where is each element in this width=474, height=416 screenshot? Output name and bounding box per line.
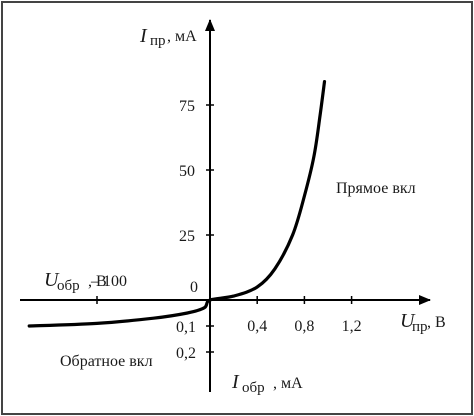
y-tick-label: 50	[179, 163, 195, 180]
y-axis-subscript: пр	[150, 33, 166, 49]
forward-region-label: Прямое вкл	[336, 180, 416, 197]
y-tick-label: 75	[179, 98, 195, 115]
iv-curve	[27, 80, 327, 328]
reverse-y-axis-unit: , мА	[273, 375, 303, 392]
x-tick-label: 0,4	[247, 318, 267, 335]
reverse-x-axis-unit: , B	[88, 273, 107, 290]
x-axis-subscript: пр	[412, 319, 428, 335]
x-tick-label: 1,2	[342, 318, 362, 335]
reverse-y-axis-subscript: обр	[242, 380, 265, 396]
reverse-y-tick-label: 0,1	[176, 319, 196, 336]
reverse-y-axis-symbol: I	[231, 371, 240, 393]
series-curve	[27, 80, 327, 328]
tick-labels: 0,4 0,8 1,2 25 50 75 – 100 0,1 0,2	[90, 98, 362, 362]
reverse-region-label: Обратное вкл	[60, 353, 153, 370]
x-axis-symbol: U	[400, 310, 416, 332]
x-tick-label: 0,8	[294, 318, 314, 335]
reverse-y-tick-label: 0,2	[176, 345, 196, 362]
y-tick-label: 25	[179, 228, 195, 245]
reverse-x-axis-symbol: U	[44, 269, 60, 291]
x-axis-unit: , B	[427, 314, 446, 331]
reverse-x-axis-subscript: обр	[57, 278, 80, 294]
origin-label: 0	[190, 279, 198, 296]
y-axis-symbol: I	[139, 25, 148, 47]
tick-marks	[96, 104, 353, 353]
y-axis-unit: , мА	[167, 28, 197, 45]
reverse-x-tick-label: – 100	[90, 273, 127, 290]
